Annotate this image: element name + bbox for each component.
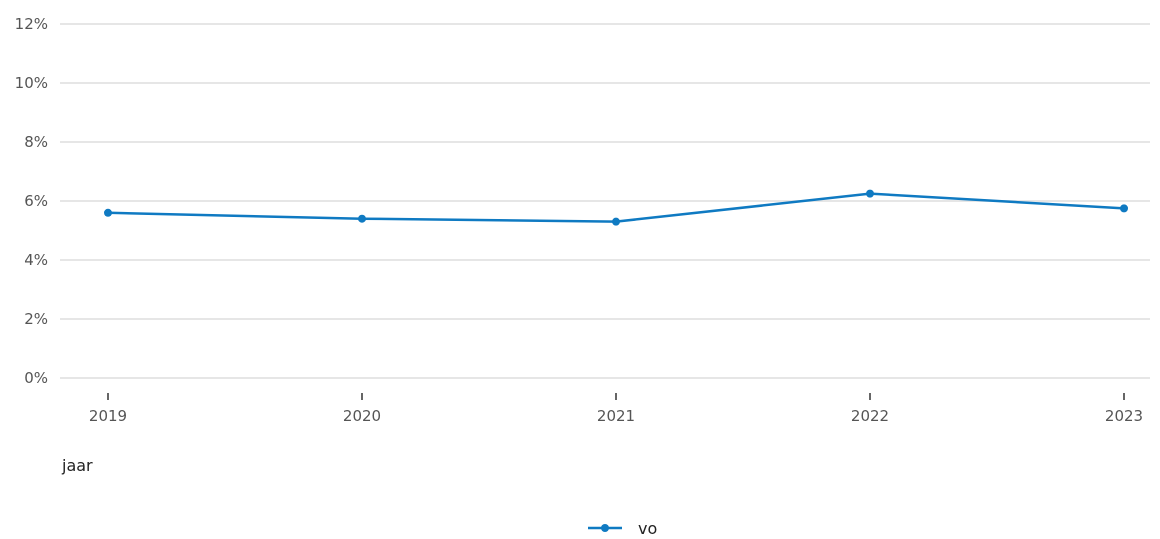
y-tick-label: 10% [15, 74, 48, 92]
data-point [866, 190, 874, 198]
y-tick-label: 2% [24, 310, 48, 328]
x-tick-label: 2021 [597, 407, 635, 425]
y-tick-label: 0% [24, 369, 48, 387]
y-tick-label: 8% [24, 133, 48, 151]
series-layer [104, 190, 1128, 226]
data-point [612, 218, 620, 226]
x-tick-label: 2019 [89, 407, 127, 425]
data-point [1120, 204, 1128, 212]
legend-label: vo [638, 519, 657, 535]
legend-marker-icon [601, 524, 609, 532]
data-point [104, 209, 112, 217]
x-tick-label: 2023 [1105, 407, 1143, 425]
x-axis-title: jaar [61, 456, 93, 475]
y-tick-label: 12% [15, 15, 48, 33]
y-tick-label: 6% [24, 192, 48, 210]
x-axis-ticks: 2019 2020 2021 2022 2023 [89, 393, 1143, 425]
series-line-vo [108, 194, 1124, 222]
legend: vo [588, 519, 657, 535]
x-tick-label: 2022 [851, 407, 889, 425]
y-tick-label: 4% [24, 251, 48, 269]
y-axis-ticks: 0% 2% 4% 6% 8% 10% 12% [15, 15, 48, 387]
data-point [358, 215, 366, 223]
x-tick-label: 2020 [343, 407, 381, 425]
